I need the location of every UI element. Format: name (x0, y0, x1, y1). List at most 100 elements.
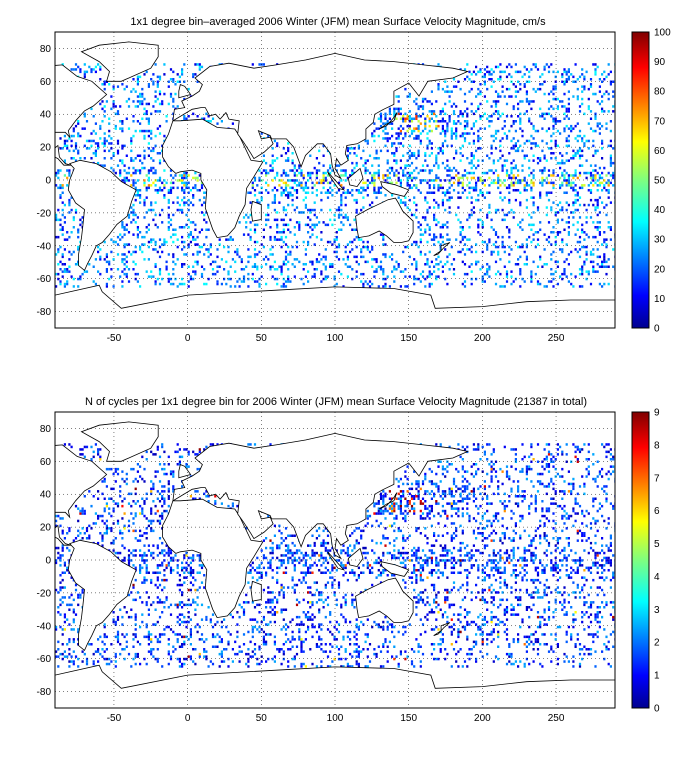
data-cell (607, 184, 610, 187)
data-cell (470, 598, 473, 602)
data-cell (253, 263, 257, 266)
data-cell (185, 223, 188, 227)
data-cell (108, 129, 111, 133)
data-cell (410, 117, 414, 120)
data-cell (344, 250, 347, 254)
data-cell (293, 275, 296, 278)
data-cell (578, 147, 582, 150)
data-cell (594, 63, 597, 66)
data-cell (355, 618, 358, 621)
data-cell (395, 132, 398, 135)
data-cell (433, 233, 436, 236)
data-cell (74, 159, 78, 162)
data-cell (598, 85, 601, 88)
data-cell (337, 623, 341, 626)
data-cell (260, 275, 263, 278)
data-cell (547, 198, 551, 202)
data-cell (408, 171, 411, 175)
data-cell (417, 124, 420, 128)
data-cell (399, 117, 402, 120)
data-cell (271, 613, 274, 616)
data-cell (353, 198, 356, 202)
data-cell (220, 638, 223, 641)
data-cell (147, 643, 150, 646)
data-cell (181, 248, 184, 251)
data-cell (419, 181, 422, 185)
data-cell (477, 87, 480, 91)
data-cell (134, 213, 137, 217)
data-cell (340, 665, 343, 668)
data-cell (397, 176, 400, 180)
data-cell (585, 601, 588, 604)
data-cell (145, 662, 148, 666)
data-cell (307, 615, 310, 619)
data-cell (408, 149, 411, 153)
data-cell (468, 623, 471, 626)
data-cell (572, 186, 575, 190)
data-cell (198, 250, 201, 254)
data-cell (161, 102, 164, 106)
data-cell (466, 196, 469, 199)
data-cell (386, 628, 389, 631)
data-cell (572, 625, 575, 629)
data-cell (567, 179, 570, 182)
data-cell (452, 623, 456, 626)
data-cell (517, 640, 520, 644)
data-cell (307, 270, 310, 273)
data-cell (612, 601, 615, 604)
data-cell (337, 270, 341, 273)
data-cell (483, 95, 486, 98)
data-cell (501, 620, 504, 624)
data-cell (547, 127, 551, 130)
data-cell (567, 176, 570, 180)
data-cell (318, 149, 321, 153)
data-cell (333, 275, 336, 278)
data-cell (57, 250, 60, 254)
data-cell (152, 83, 155, 86)
data-cell (605, 635, 608, 639)
data-cell (61, 275, 64, 278)
data-cell (596, 189, 599, 192)
data-cell (311, 260, 314, 264)
data-cell (410, 154, 414, 157)
data-cell (167, 625, 170, 629)
data-cell (459, 147, 462, 150)
data-cell (578, 196, 582, 199)
data-cell (379, 665, 383, 668)
data-cell (585, 139, 588, 143)
data-cell (66, 282, 69, 286)
data-cell (196, 253, 199, 256)
data-cell (220, 640, 223, 644)
data-cell (490, 120, 493, 123)
data-cell (441, 124, 444, 128)
data-cell (477, 625, 480, 629)
data-cell (543, 65, 546, 69)
data-cell (448, 179, 451, 182)
data-cell (446, 198, 449, 202)
data-cell (435, 606, 438, 609)
data-cell (439, 112, 442, 116)
data-cell (280, 218, 283, 222)
data-cell (417, 152, 420, 155)
data-cell (391, 144, 394, 148)
data-cell (141, 100, 144, 103)
data-cell (307, 625, 310, 629)
data-cell (152, 181, 155, 185)
data-cell (183, 620, 186, 624)
data-cell (459, 221, 462, 224)
data-cell (79, 277, 82, 281)
data-cell (187, 611, 190, 614)
data-cell (512, 189, 515, 192)
data-cell (172, 255, 175, 259)
data-cell (216, 248, 219, 251)
y-axis: 80 60 40 20 0 -20 -40 -60 -80 (37, 44, 52, 318)
data-cell (419, 633, 422, 636)
data-cell (472, 211, 475, 214)
data-cell (371, 176, 374, 180)
data-cell (486, 652, 489, 656)
data-cell (525, 645, 528, 648)
data-cell (194, 243, 197, 246)
data-cell (273, 208, 276, 212)
data-cell (424, 124, 427, 128)
data-cell (446, 164, 449, 167)
